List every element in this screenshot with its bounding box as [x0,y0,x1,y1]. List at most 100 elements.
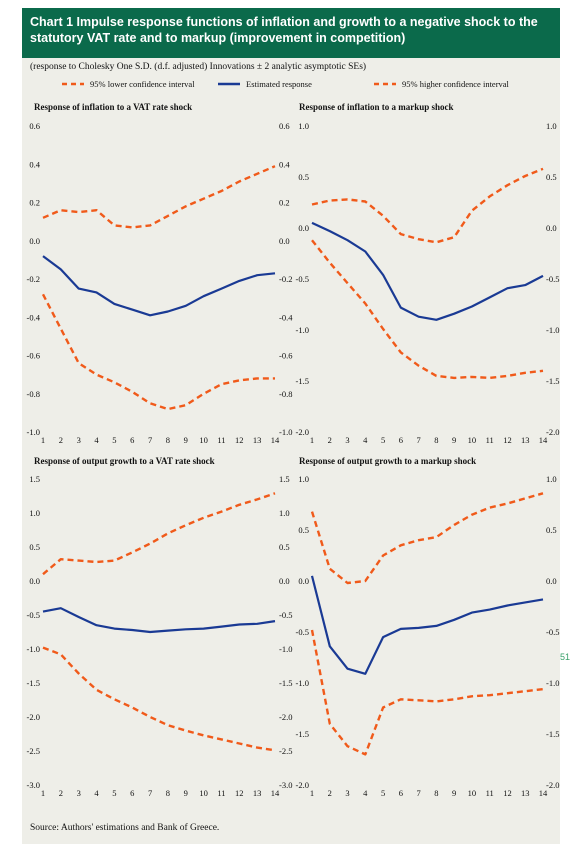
series-line-confidence [42,646,276,752]
page-number-mark: 51 [560,652,571,662]
y-tick-label-left: -0.2 [27,274,40,284]
y-tick-label-left: -2.5 [27,746,40,756]
x-tick-label: 3 [77,435,81,445]
legend-item-lower: 95% lower confidence interval [62,74,195,94]
y-tick-label-right: -2.0 [279,712,292,722]
y-tick-label-left: 0.0 [298,576,309,586]
x-tick-label: 2 [328,788,332,798]
series-line-confidence [42,492,276,576]
y-tick-label-right: -0.2 [279,274,292,284]
x-tick-label: 14 [271,788,280,798]
x-tick-label: 13 [521,788,530,798]
y-tick-label-left: -1.0 [27,644,40,654]
x-tick-label: 8 [166,435,170,445]
legend-swatch-higher [374,82,396,86]
x-tick-label: 14 [539,788,548,798]
x-tick-label: 10 [199,435,208,445]
x-tick-label: 6 [399,435,403,445]
y-tick-label-left: -1.0 [296,678,309,688]
legend-item-higher: 95% higher confidence interval [374,74,509,94]
x-tick-label: 6 [399,788,403,798]
x-tick-label: 7 [148,435,152,445]
x-tick-label: 9 [452,435,456,445]
y-tick-label-right: -2.0 [546,427,559,437]
y-tick-label-left: -3.0 [27,780,40,790]
series-line-confidence [311,239,544,380]
y-tick-label-right: 0.5 [279,542,290,552]
series-line-confidence [310,492,544,585]
y-tick-label-right: 1.0 [546,121,557,131]
y-tick-label-left: -0.5 [296,627,309,637]
y-tick-label-left: 0.0 [298,223,309,233]
series-line-confidence [310,629,544,756]
y-tick-label-right: -1.0 [279,644,292,654]
legend-label-higher: 95% higher confidence interval [402,79,509,89]
y-tick-label-right: -1.5 [279,678,292,688]
impulse-response-charts: Response of inflation to a VAT rate shoc… [27,102,560,798]
x-tick-label: 7 [148,788,152,798]
y-tick-label-right: 1.0 [279,508,290,518]
series-line-confidence [42,165,276,229]
y-tick-label-left: 0.5 [298,525,309,535]
y-tick-label-left: -0.4 [27,312,41,322]
x-tick-label: 1 [310,435,314,445]
legend-label-estimated: Estimated response [246,79,312,89]
x-tick-label: 9 [184,435,188,445]
y-tick-label-right: -2.5 [279,746,292,756]
y-tick-label-right: -0.6 [279,351,292,361]
y-tick-label-left: -0.6 [27,351,40,361]
y-tick-label-left: -0.5 [296,274,309,284]
x-tick-label: 9 [452,788,456,798]
x-tick-label: 5 [381,435,385,445]
y-tick-label-right: 0.4 [279,159,290,169]
y-tick-label-right: -0.5 [279,610,292,620]
y-tick-label-left: -1.0 [296,325,309,335]
x-tick-label: 4 [363,435,368,445]
y-tick-label-left: -1.5 [296,376,309,386]
x-tick-label: 13 [253,788,262,798]
x-tick-label: 12 [235,788,244,798]
x-tick-label: 10 [199,788,208,798]
legend-swatch-estimated [218,82,240,86]
y-tick-label-right: 0.0 [279,576,290,586]
y-tick-label-right: -3.0 [279,780,292,790]
x-tick-label: 5 [112,788,116,798]
panel-title: Response of inflation to a VAT rate shoc… [34,102,192,112]
x-tick-label: 13 [253,435,262,445]
y-tick-label-left: 0.4 [29,159,40,169]
x-tick-label: 14 [271,435,280,445]
y-tick-label-right: -1.5 [546,729,559,739]
panel-title: Response of output growth to a markup sh… [299,456,476,466]
legend-item-estimated: Estimated response [218,74,312,94]
x-tick-label: 2 [59,788,63,798]
y-tick-label-right: -0.4 [279,312,293,322]
y-tick-label-left: 0.5 [298,172,309,182]
y-tick-label-left: 1.5 [29,474,40,484]
x-tick-label: 4 [94,435,99,445]
x-tick-label: 9 [184,788,188,798]
x-tick-label: 7 [416,788,420,798]
x-tick-label: 5 [381,788,385,798]
x-tick-label: 13 [521,435,530,445]
x-tick-label: 1 [41,435,45,445]
x-tick-label: 11 [217,435,225,445]
x-tick-label: 1 [310,788,314,798]
y-tick-label-left: -2.0 [296,780,309,790]
y-tick-label-right: -1.0 [546,325,559,335]
x-tick-label: 8 [166,788,170,798]
series-line-estimated [310,575,544,675]
y-tick-label-right: 1.0 [546,474,557,484]
y-tick-label-left: 1.0 [298,474,309,484]
y-tick-label-left: 0.5 [29,542,40,552]
x-tick-label: 6 [130,435,134,445]
x-tick-label: 3 [77,788,81,798]
source-note: Source: Authors' estimations and Bank of… [30,823,220,833]
y-tick-label-right: 0.2 [279,198,290,208]
legend-label-lower: 95% lower confidence interval [90,79,195,89]
y-tick-label-right: -1.0 [279,427,292,437]
x-tick-label: 1 [41,788,45,798]
x-tick-label: 3 [345,788,349,798]
y-tick-label-left: -0.5 [27,610,40,620]
y-tick-label-left: 0.0 [29,236,40,246]
chart-frame [22,8,560,844]
